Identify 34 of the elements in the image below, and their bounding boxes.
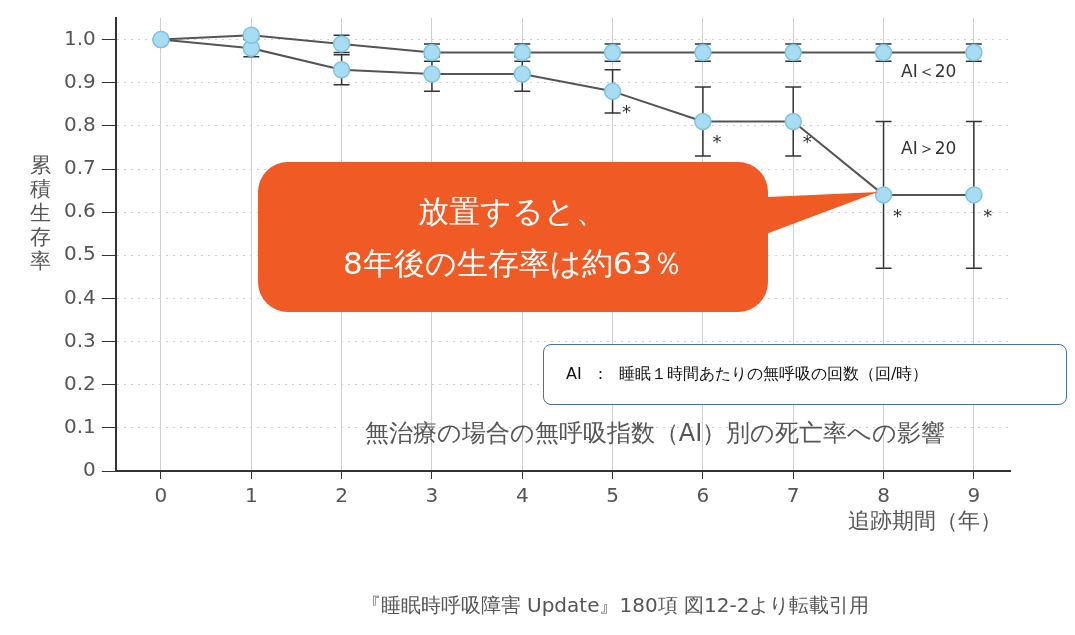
text: 『睡眠時呼吸障害 Update』180項 図12-2より転載引用: [360, 593, 870, 618]
x-tick-label: 9: [967, 483, 981, 508]
y-tick-label: 0.4: [63, 284, 96, 309]
annotation: AI : 睡眠１時間あたりの無呼吸の回数（回/時）: [566, 364, 929, 384]
annotation: 放置すると、 8年後の生存率は約63％: [258, 162, 768, 312]
x-axis-title: 追跡期間（年）: [848, 507, 1002, 533]
annotation: *: [622, 101, 632, 123]
y-axis-title: 累積生存率: [29, 153, 51, 274]
y-tick-label: 0.3: [63, 327, 96, 352]
x-tick-label: 7: [786, 483, 800, 508]
y-tick-label: 0.2: [63, 370, 96, 395]
x-tick-label: 1: [244, 483, 258, 508]
series-label: AI＞20: [901, 138, 957, 159]
x-tick-label: 6: [696, 483, 710, 508]
annotation: *: [893, 204, 903, 226]
y-tick-label: 0.6: [63, 198, 96, 223]
annotation: 無治療の場合の無呼吸指数（AI）別の死亡率への影響: [364, 419, 946, 448]
x-tick-label: 0: [154, 483, 168, 508]
y-tick-label: 0.5: [63, 241, 96, 266]
y-tick-label: 0.7: [63, 155, 96, 180]
y-tick-label: 0.8: [63, 112, 96, 137]
y-tick-label: 0.1: [63, 414, 96, 439]
y-tick-label: 1.0: [63, 25, 96, 50]
annotation: *: [802, 131, 812, 153]
x-tick-label: 8: [877, 483, 890, 508]
x-tick-label: 3: [425, 483, 439, 508]
x-tick-label: 2: [335, 483, 348, 508]
y-tick-label: 0.9: [63, 68, 96, 93]
x-tick-label: 4: [515, 483, 529, 508]
y-tick-label: 0: [83, 457, 96, 482]
series-label: AI＜20: [901, 60, 957, 81]
annotation: *: [712, 131, 722, 153]
annotation: *: [983, 204, 993, 226]
x-tick-label: 5: [606, 483, 619, 508]
